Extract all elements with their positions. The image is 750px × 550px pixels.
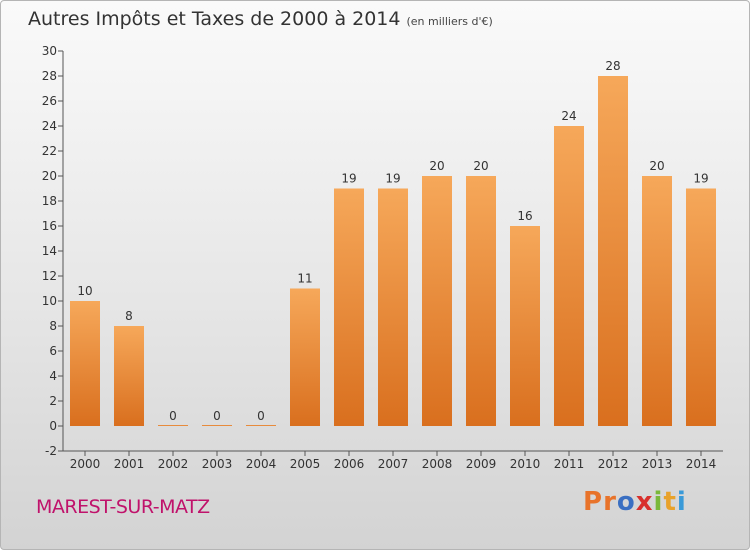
commune-name: MAREST-SUR-MATZ bbox=[36, 496, 210, 518]
bar-2008 bbox=[422, 176, 452, 426]
logo-letter: t bbox=[663, 487, 677, 517]
y-tick-label: 10 bbox=[42, 294, 57, 308]
data-label-2004: 0 bbox=[257, 409, 265, 423]
logo-letter: i bbox=[676, 487, 687, 517]
data-label-2009: 20 bbox=[473, 159, 488, 173]
data-label-2001: 8 bbox=[125, 309, 133, 323]
y-tick-label: 26 bbox=[42, 94, 57, 108]
x-tick-label: 2006 bbox=[334, 457, 365, 471]
y-tick-label: 4 bbox=[49, 369, 57, 383]
x-tick-label: 2008 bbox=[422, 457, 453, 471]
data-label-2005: 11 bbox=[297, 272, 312, 286]
bar-2010 bbox=[510, 226, 540, 426]
x-tick-label: 2012 bbox=[598, 457, 629, 471]
logo-letter: i bbox=[653, 487, 664, 517]
bar-2002 bbox=[158, 425, 188, 426]
y-tick-label: 12 bbox=[42, 269, 57, 283]
bar-2009 bbox=[466, 176, 496, 426]
chart-title: Autres Impôts et Taxes de 2000 à 2014 (en… bbox=[28, 8, 493, 30]
logo-letter: x bbox=[635, 487, 654, 517]
y-tick-label: -2 bbox=[45, 444, 57, 458]
y-tick-label: 24 bbox=[42, 119, 57, 133]
y-tick-label: 28 bbox=[42, 69, 57, 83]
bar-2014 bbox=[686, 188, 716, 426]
chart-unit: (en milliers d'€) bbox=[406, 15, 493, 28]
data-label-2010: 16 bbox=[517, 209, 532, 223]
x-tick-label: 2001 bbox=[114, 457, 145, 471]
data-label-2006: 19 bbox=[341, 172, 356, 186]
bars bbox=[70, 76, 716, 426]
bar-2012 bbox=[598, 76, 628, 426]
data-label-2013: 20 bbox=[649, 159, 664, 173]
data-label-2014: 19 bbox=[693, 172, 708, 186]
data-label-2003: 0 bbox=[213, 409, 221, 423]
bar-2011 bbox=[554, 126, 584, 426]
bar-2001 bbox=[114, 326, 144, 426]
x-tick-label: 2014 bbox=[686, 457, 717, 471]
bar-2005 bbox=[290, 288, 320, 426]
y-tick-label: 2 bbox=[49, 394, 57, 408]
x-tick-label: 2009 bbox=[466, 457, 497, 471]
bar-2004 bbox=[246, 425, 276, 426]
y-tick-label: 8 bbox=[49, 319, 57, 333]
x-tick-label: 2005 bbox=[290, 457, 321, 471]
data-label-2008: 20 bbox=[429, 159, 444, 173]
logo-letter: P bbox=[583, 487, 604, 517]
x-tick-label: 2007 bbox=[378, 457, 409, 471]
y-tick-label: 6 bbox=[49, 344, 57, 358]
x-tick-label: 2010 bbox=[510, 457, 541, 471]
y-tick-label: 16 bbox=[42, 219, 57, 233]
data-label-2000: 10 bbox=[77, 284, 92, 298]
logo-letter: r bbox=[603, 487, 617, 517]
x-tick-label: 2011 bbox=[554, 457, 585, 471]
y-tick-label: 0 bbox=[49, 419, 57, 433]
y-tick-label: 30 bbox=[42, 44, 57, 58]
bar-2003 bbox=[202, 425, 232, 426]
x-tick-label: 2004 bbox=[246, 457, 277, 471]
x-tick-label: 2002 bbox=[158, 457, 189, 471]
data-labels: 10 8 0 0 0 11 19 19 20 20 16 24 28 20 19 bbox=[77, 59, 708, 423]
proxiti-logo: Proxiti bbox=[583, 487, 687, 517]
y-tick-label: 18 bbox=[42, 194, 57, 208]
bar-2006 bbox=[334, 188, 364, 426]
y-tick-label: 22 bbox=[42, 144, 57, 158]
data-label-2007: 19 bbox=[385, 172, 400, 186]
x-axis: 2000 2001 2002 2003 2004 2005 2006 2007 2008 2009… bbox=[63, 450, 723, 471]
data-label-2002: 0 bbox=[169, 409, 177, 423]
logo-letter: o bbox=[616, 487, 636, 517]
bar-2007 bbox=[378, 188, 408, 426]
data-label-2012: 28 bbox=[605, 59, 620, 73]
x-tick-label: 2003 bbox=[202, 457, 233, 471]
x-tick-label: 2000 bbox=[70, 457, 101, 471]
chart-title-text: Autres Impôts et Taxes de 2000 à 2014 bbox=[28, 8, 401, 30]
x-tick-label: 2013 bbox=[642, 457, 673, 471]
y-tick-label: 20 bbox=[42, 169, 57, 183]
data-label-2011: 24 bbox=[561, 109, 576, 123]
y-tick-label: 14 bbox=[42, 244, 57, 258]
bar-2013 bbox=[642, 176, 672, 426]
bar-2000 bbox=[70, 301, 100, 426]
